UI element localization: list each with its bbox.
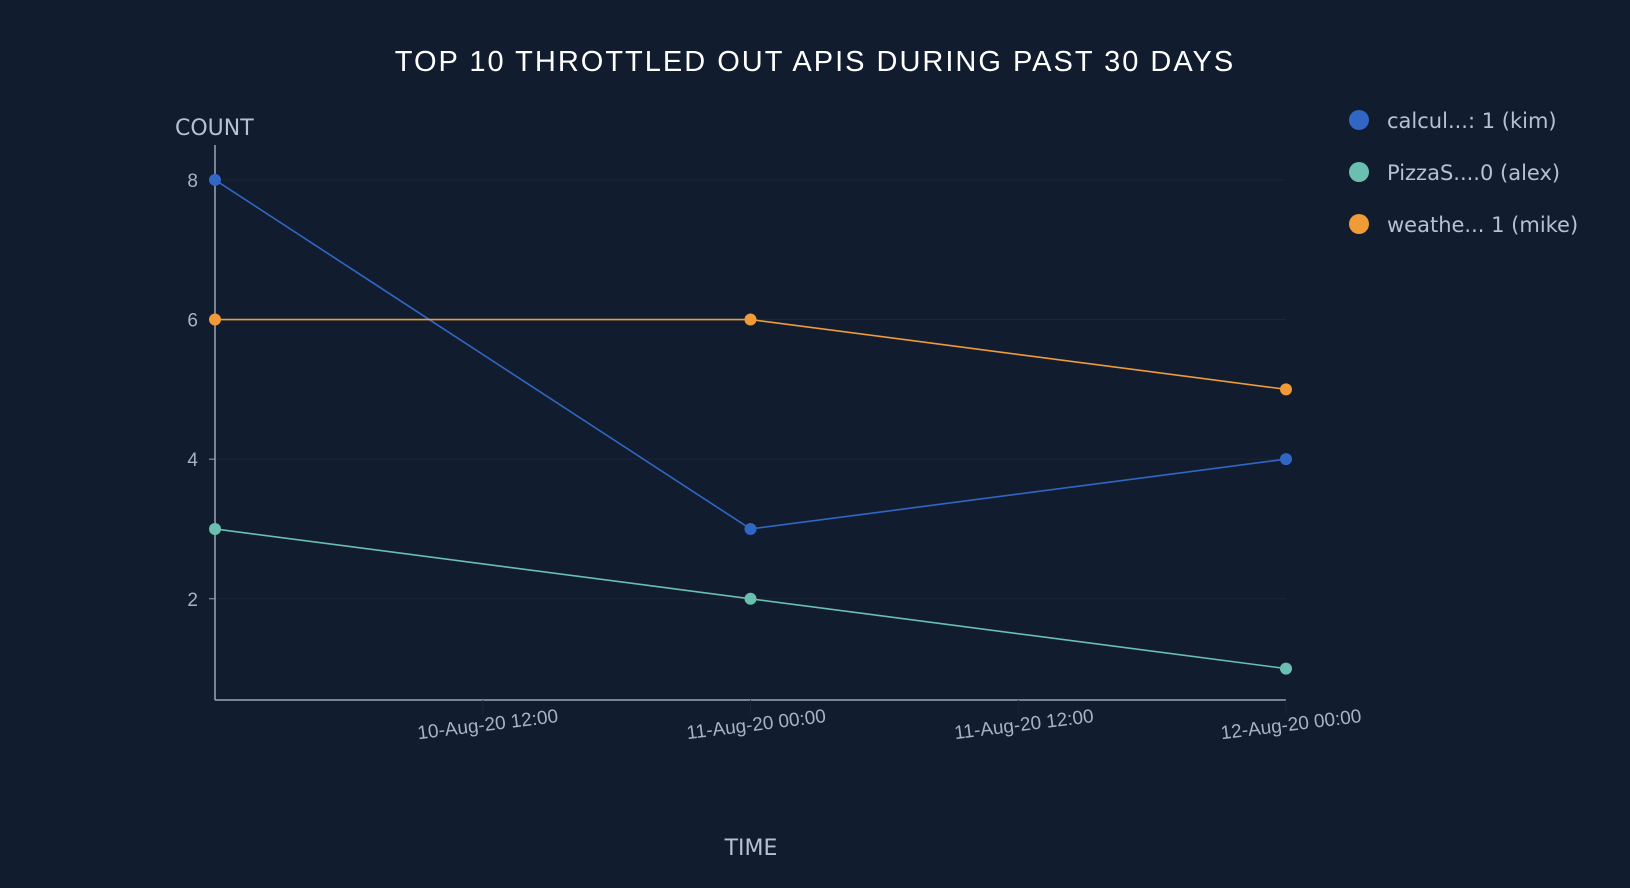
data-point[interactable] [209,173,221,186]
legend-swatch [1349,110,1369,130]
y-axis-label: COUNT [175,116,254,141]
y-tick-label: 8 [187,171,198,192]
data-point[interactable] [744,522,757,535]
data-point[interactable] [1280,453,1292,466]
data-point[interactable] [209,313,221,326]
axes: 2 4 6 8 10-Aug-20 12:00 11-Aug-20 00:00 11-Aug… [187,145,1363,744]
series-2 [209,313,1292,396]
chart-title: TOP 10 THROTTLED OUT APIS DURING PAST 30… [395,46,1235,78]
legend-label: weathe... 1 (mike) [1387,213,1578,237]
data-point[interactable] [1280,662,1292,675]
x-axis-label: TIME [724,836,778,861]
legend-item[interactable]: weathe... 1 (mike) [1349,213,1578,237]
data-point[interactable] [744,313,757,326]
x-tick-label: 11-Aug-20 00:00 [685,706,827,744]
data-point[interactable] [209,522,221,535]
x-tick-label: 10-Aug-20 12:00 [416,706,559,744]
series-lines [209,173,1292,675]
series-0 [209,173,1292,535]
x-tick-label: 11-Aug-20 12:00 [953,706,1095,744]
legend-label: calcul...: 1 (kim) [1387,109,1557,133]
x-tick-label: 12-Aug-20 00:00 [1220,706,1363,744]
legend-swatch [1349,214,1369,234]
y-tick-label: 2 [187,590,198,611]
data-point[interactable] [744,592,757,605]
y-tick-label: 4 [187,450,198,471]
legend-label: PizzaS....0 (alex) [1387,161,1560,185]
series-line [214,179,1287,530]
grid-lines [215,179,1286,600]
series-1 [209,522,1292,675]
y-tick-label: 6 [187,311,198,332]
series-line [215,318,1287,391]
legend[interactable]: calcul...: 1 (kim) PizzaS....0 (alex) weat… [1349,109,1578,237]
data-point[interactable] [1280,383,1292,396]
legend-item[interactable]: PizzaS....0 (alex) [1349,161,1560,185]
legend-item[interactable]: calcul...: 1 (kim) [1349,109,1557,133]
legend-swatch [1349,162,1369,182]
